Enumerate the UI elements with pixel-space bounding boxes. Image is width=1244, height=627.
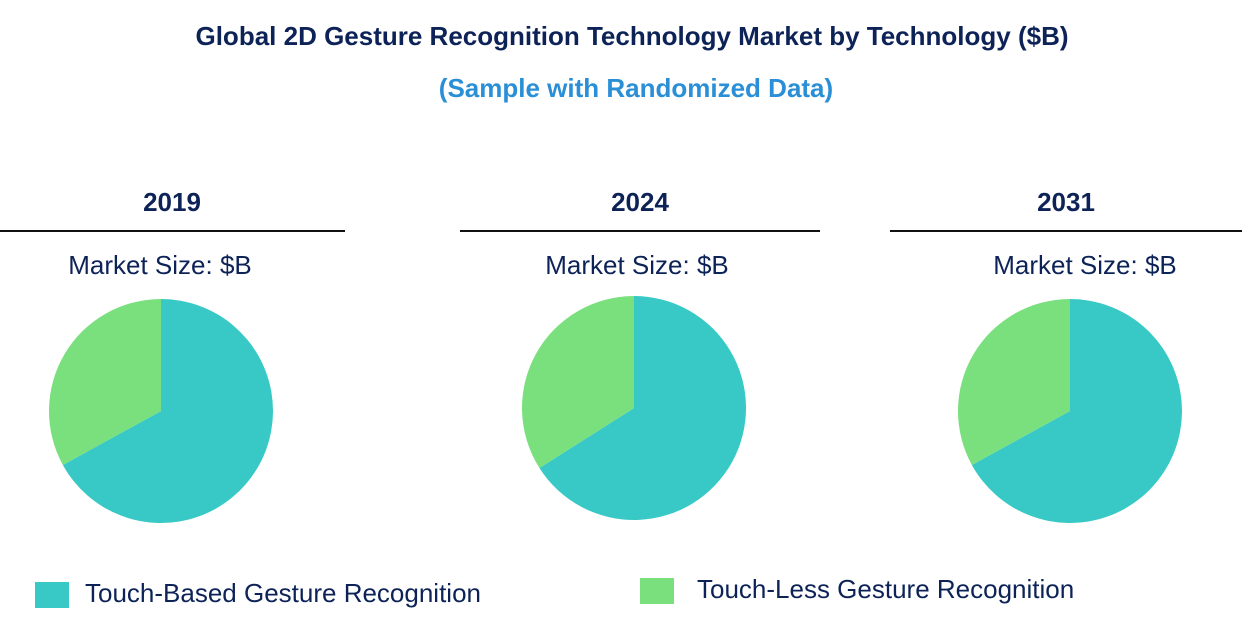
legend-label: Touch-Based Gesture Recognition	[85, 578, 481, 608]
chart-title: 2031	[1037, 187, 1095, 217]
chart-subtitle: Market Size: $B	[68, 250, 252, 280]
pie-slice	[62, 299, 273, 523]
legend-swatch	[640, 578, 674, 604]
chart-subtitle: Market Size: $B	[993, 250, 1177, 280]
pie-slice	[48, 299, 162, 465]
pie-slice	[522, 296, 634, 469]
chart-title: 2024	[611, 187, 669, 217]
legend-label: Touch-Less Gesture Recognition	[697, 574, 1074, 604]
pie-slice	[957, 299, 1070, 465]
chart-title: 2019	[143, 187, 201, 217]
subtitle: (Sample with Randomized Data)	[439, 73, 833, 103]
title: Global 2D Gesture Recognition Technology…	[195, 21, 1068, 51]
pie-slice	[539, 296, 747, 521]
legend-swatch	[35, 582, 69, 608]
chart-subtitle: Market Size: $B	[545, 250, 729, 280]
pie-slice	[971, 299, 1183, 523]
